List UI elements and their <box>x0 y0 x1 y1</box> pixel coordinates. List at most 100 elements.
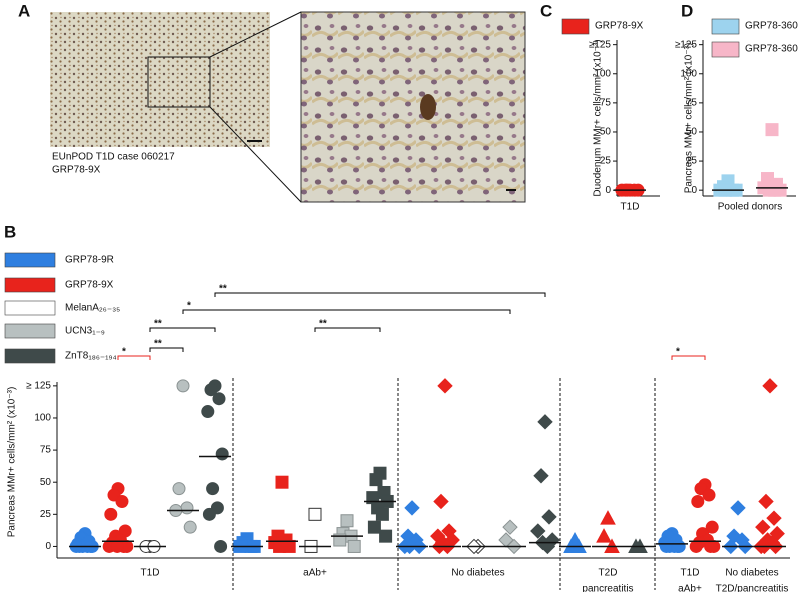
data-point <box>212 392 226 406</box>
y-tick-label: 50 <box>600 127 612 138</box>
micrograph-zoom <box>300 11 526 203</box>
caption: GRP78-9X <box>52 165 101 176</box>
y-tick-label: 25 <box>686 156 698 167</box>
data-point <box>215 447 229 461</box>
legend-label: GRP78-360X <box>745 44 798 55</box>
legend-swatch <box>561 18 590 35</box>
panel-label: B <box>4 222 16 241</box>
data-point <box>180 501 194 515</box>
y-tick-label: 0 <box>605 185 611 196</box>
significance-bracket <box>182 309 511 314</box>
legend-label: UCN3₁₋₉ <box>65 326 105 337</box>
data-point <box>379 529 393 543</box>
legend-swatch <box>4 323 56 339</box>
x-group-label: T2D/pancreatitis <box>716 584 789 592</box>
legend-label: GRP78-9X <box>65 280 114 291</box>
data-point <box>275 475 289 489</box>
data-point <box>600 510 616 525</box>
data-point <box>273 539 287 553</box>
data-point <box>375 507 389 521</box>
legend-label: GRP78-9R <box>65 255 114 266</box>
micrograph <box>50 12 270 147</box>
y-axis-label: Pancreas MMr+ cells/mm² (x10⁻³) <box>684 43 695 194</box>
x-group-label: No diabetes <box>451 568 504 579</box>
x-group-label: T1D <box>141 568 160 579</box>
x-group-label: aAb+ <box>303 568 327 579</box>
y-tick-label: 100 <box>594 68 611 79</box>
legend-label: GRP78-9X <box>595 21 644 32</box>
data-point <box>183 520 197 534</box>
caption: EUnPOD T1D case 060217 <box>52 152 175 163</box>
data-point <box>115 494 129 508</box>
data-point <box>437 378 453 394</box>
y-tick-label: 100 <box>34 413 51 424</box>
data-point <box>730 500 746 516</box>
zoom-line <box>209 106 302 203</box>
x-group-label: pancreatitis <box>582 584 633 592</box>
data-point <box>671 539 685 553</box>
significance-label: ** <box>219 284 227 295</box>
significance-bracket <box>314 327 381 332</box>
x-group-label: aAb+ <box>678 584 702 592</box>
y-tick-label: ≥ 125 <box>26 380 51 391</box>
significance-label: * <box>676 347 680 358</box>
data-point <box>201 405 215 419</box>
data-point <box>755 519 771 535</box>
zoom-line <box>209 11 302 58</box>
y-tick-label: 75 <box>40 445 52 456</box>
y-tick-label: 75 <box>686 98 698 109</box>
data-point <box>537 414 553 430</box>
significance-bracket <box>671 355 706 360</box>
data-point <box>204 383 218 397</box>
data-point <box>176 379 190 393</box>
significance-label: ** <box>319 319 327 330</box>
x-tick-label: T1D <box>621 202 640 213</box>
data-point <box>214 539 228 553</box>
legend-label: GRP78-360R <box>745 21 798 32</box>
data-point <box>347 539 361 553</box>
data-point <box>404 500 420 516</box>
y-tick-label: 25 <box>600 156 612 167</box>
legend-swatch <box>711 41 740 58</box>
data-point <box>762 378 778 394</box>
panel-label: A <box>18 1 30 20</box>
data-point <box>308 507 322 521</box>
y-tick-label: 0 <box>45 541 51 552</box>
data-point <box>369 473 383 487</box>
x-tick-label: Pooled donors <box>718 202 783 213</box>
stained-cell <box>420 94 436 120</box>
significance-bracket <box>149 347 184 352</box>
y-tick-label: ≥125 <box>675 39 698 50</box>
data-point <box>705 520 719 534</box>
data-point <box>659 539 673 553</box>
data-point <box>110 539 124 553</box>
y-tick-label: 25 <box>40 509 52 520</box>
significance-bracket <box>214 292 546 297</box>
legend-label: ZnT8₁₈₆₋₁₉₄ <box>65 351 117 362</box>
legend-swatch <box>4 277 56 293</box>
legend-swatch <box>4 348 56 364</box>
data-point <box>707 539 721 553</box>
y-tick-label: 50 <box>40 477 52 488</box>
legend-swatch <box>4 300 56 316</box>
data-point <box>172 482 186 496</box>
data-point <box>768 183 782 197</box>
x-group-label: No diabetes <box>725 568 778 579</box>
data-point <box>596 528 612 543</box>
data-point <box>206 482 220 496</box>
y-axis-label: Duodenum MMr+ cells/mm² (x10⁻³) <box>593 39 604 196</box>
data-point <box>340 514 354 528</box>
legend-label: MelanA₂₆₋₃₅ <box>65 303 120 314</box>
data-point <box>765 123 779 137</box>
inset-box <box>147 56 211 108</box>
x-group-label: T1D <box>681 568 700 579</box>
significance-bracket <box>117 355 151 360</box>
data-point <box>433 493 449 510</box>
data-point <box>541 509 557 525</box>
data-point <box>502 519 518 535</box>
legend-swatch <box>4 252 56 268</box>
data-point <box>758 493 774 510</box>
y-tick-label: 0 <box>691 185 697 196</box>
legend-swatch <box>711 18 740 35</box>
